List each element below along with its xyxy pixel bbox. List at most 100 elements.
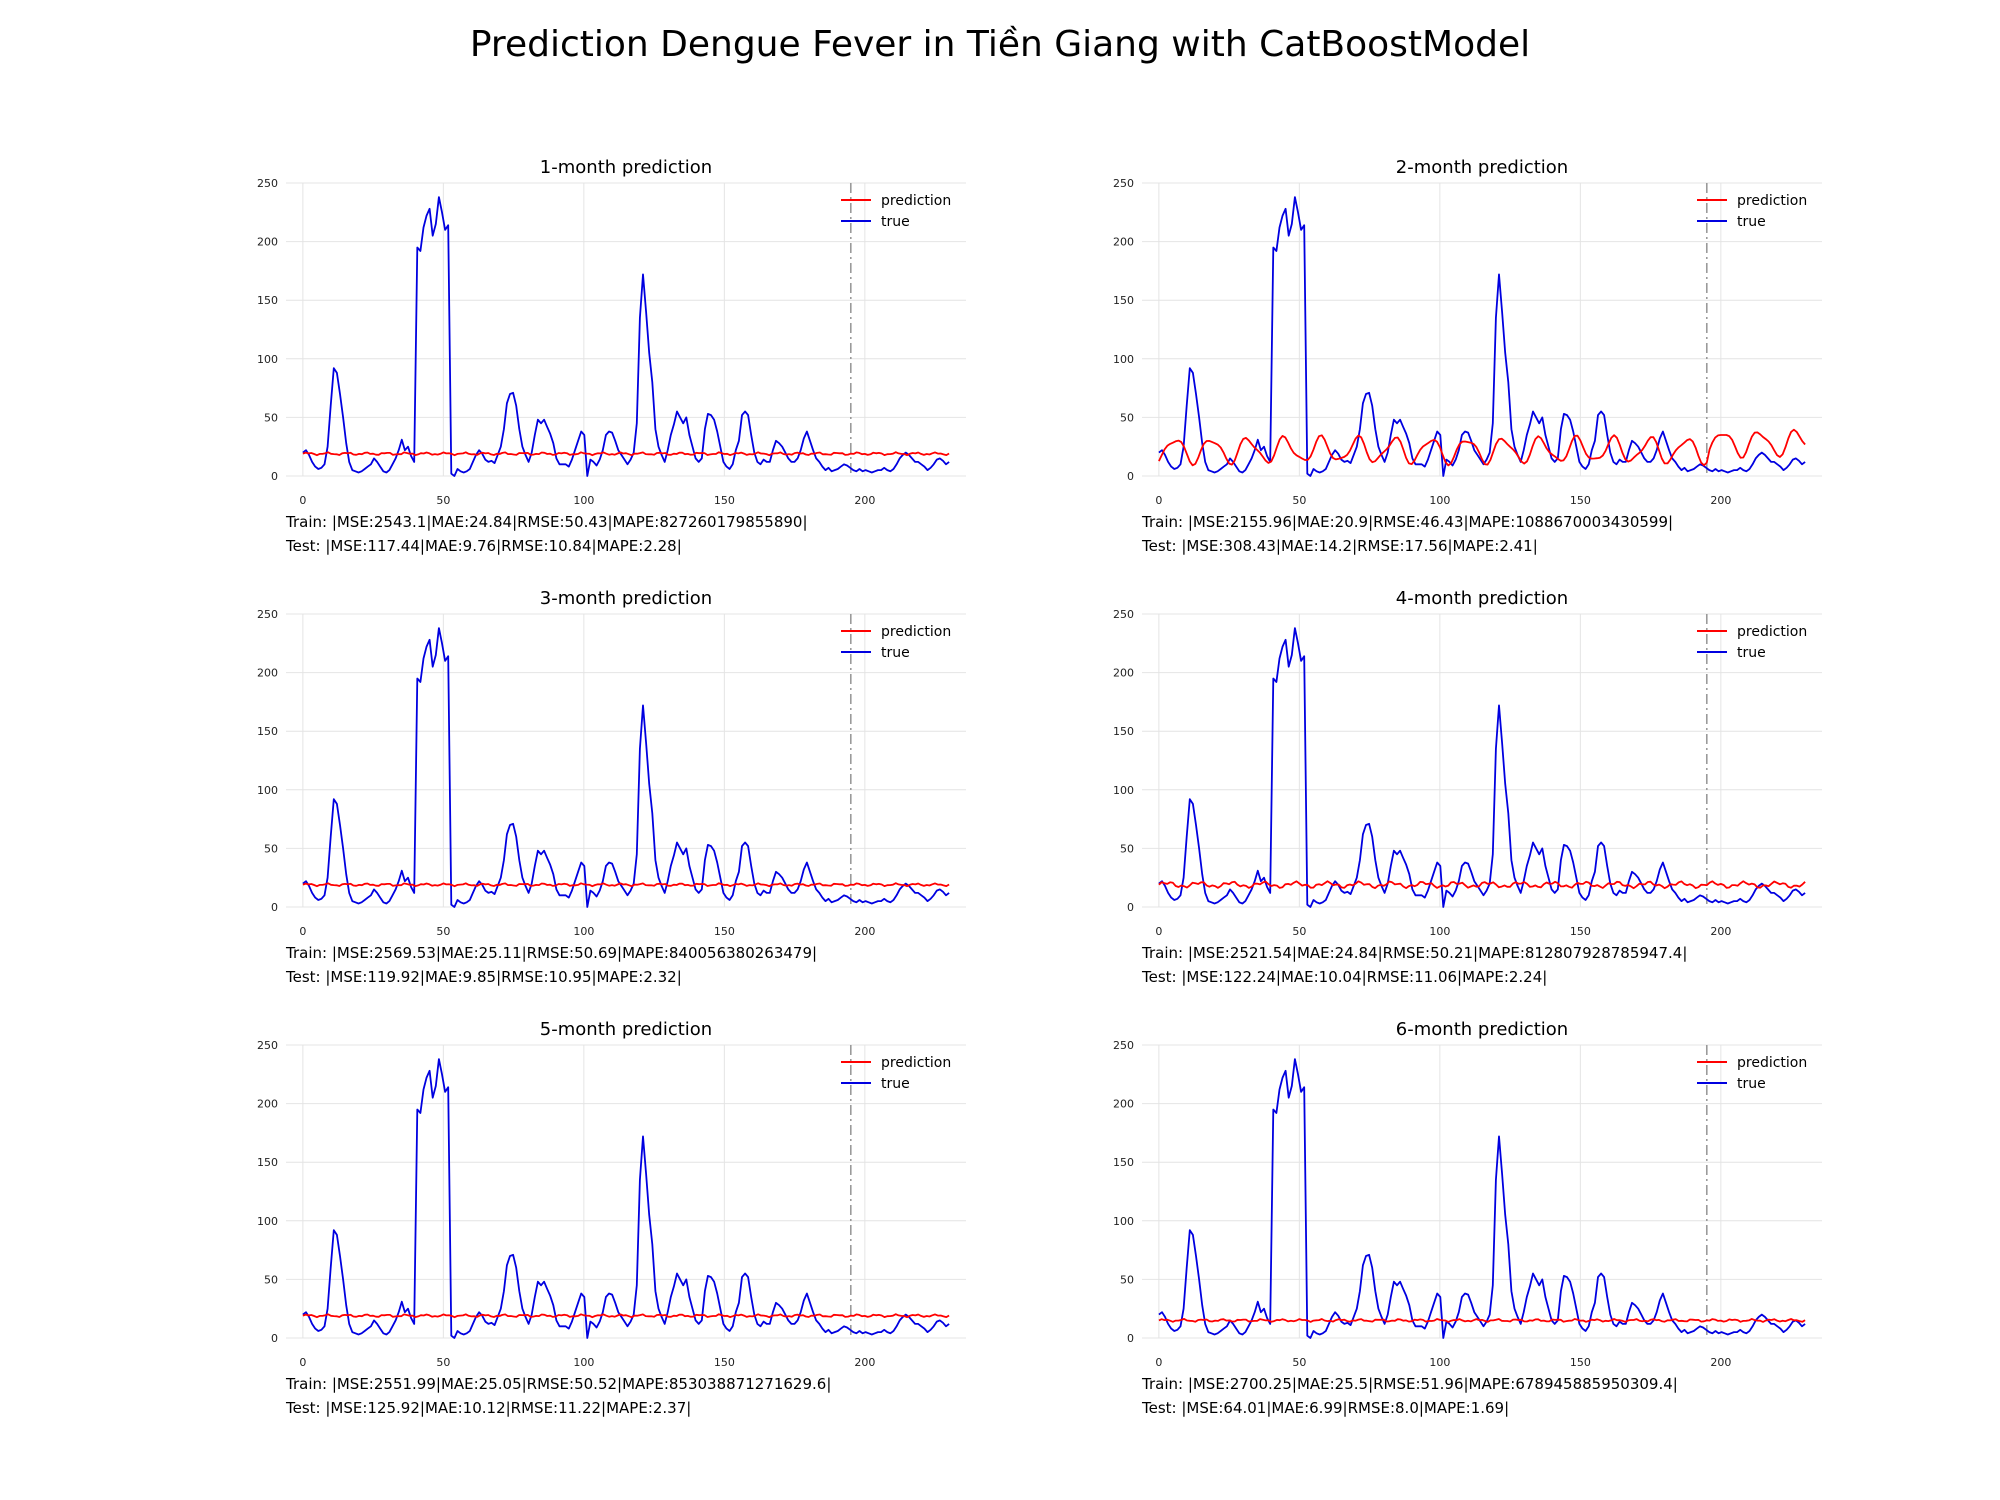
legend-label: prediction	[1737, 193, 1807, 209]
legend-label: true	[881, 214, 910, 230]
plot-svg: 4-month prediction 0 50 100 150 200 250 0 50 100 1…	[1113, 588, 1822, 938]
y-tick-label: 0	[271, 901, 278, 914]
test-metrics: Test: |MSE:117.44|MAE:9.76|RMSE:10.84|MA…	[286, 537, 682, 555]
legend-label: prediction	[881, 1055, 951, 1071]
x-tick-label: 200	[854, 494, 875, 507]
y-tick-label: 0	[1127, 470, 1134, 483]
y-tick-label: 200	[257, 1098, 278, 1111]
y-tick-label: 100	[257, 784, 278, 797]
x-tick-label: 100	[1429, 925, 1450, 938]
legend: prediction true	[1697, 624, 1807, 661]
x-tick-label: 0	[1155, 925, 1162, 938]
y-tick-label: 150	[257, 725, 278, 738]
x-tick-label: 150	[1570, 494, 1591, 507]
subplot-4: 4-month prediction 0 50 100 150 200 250 0 50 100 1…	[1072, 584, 1832, 994]
legend: prediction true	[841, 624, 951, 661]
legend: prediction true	[841, 1055, 951, 1092]
y-tick-label: 250	[257, 608, 278, 621]
y-tick-label: 50	[1120, 1273, 1134, 1286]
y-tick-label: 150	[257, 1156, 278, 1169]
y-tick-label: 200	[1113, 1098, 1134, 1111]
x-tick-label: 0	[1155, 494, 1162, 507]
y-tick-label: 150	[1113, 725, 1134, 738]
y-tick-label: 150	[1113, 294, 1134, 307]
prediction-series-line	[1158, 880, 1806, 890]
legend-label: true	[1737, 1076, 1766, 1092]
y-tick-label: 50	[1120, 411, 1134, 424]
y-tick-label: 250	[257, 177, 278, 190]
x-tick-label: 150	[714, 1356, 735, 1369]
legend-label: true	[1737, 214, 1766, 230]
x-tick-label: 0	[1155, 1356, 1162, 1369]
y-tick-label: 100	[257, 1215, 278, 1228]
subplot-title: 2-month prediction	[1396, 157, 1568, 178]
true-series-line	[1158, 627, 1806, 908]
y-tick-label: 150	[1113, 1156, 1134, 1169]
test-metrics: Test: |MSE:64.01|MAE:6.99|RMSE:8.0|MAPE:…	[1142, 1399, 1510, 1417]
subplot-title: 4-month prediction	[1396, 588, 1568, 609]
legend: prediction true	[841, 193, 951, 230]
legend-label: prediction	[1737, 1055, 1807, 1071]
x-tick-label: 150	[1570, 1356, 1591, 1369]
plot-svg: 2-month prediction 0 50 100 150 200 250 0 50 100 1…	[1113, 157, 1822, 507]
y-tick-label: 50	[264, 1273, 278, 1286]
y-tick-label: 50	[264, 842, 278, 855]
x-tick-label: 50	[1292, 1356, 1306, 1369]
legend-label: true	[881, 645, 910, 661]
x-tick-label: 100	[573, 925, 594, 938]
subplot-6: 6-month prediction 0 50 100 150 200 250 0 50 100 1…	[1072, 1015, 1832, 1425]
x-tick-label: 100	[573, 494, 594, 507]
y-tick-label: 250	[1113, 608, 1134, 621]
plot-svg: 1-month prediction 0 50 100 150 200 250 0 50 100 1…	[257, 157, 966, 507]
y-tick-label: 50	[1120, 842, 1134, 855]
legend-label: prediction	[881, 624, 951, 640]
legend-label: true	[1737, 645, 1766, 661]
x-tick-label: 0	[299, 494, 306, 507]
x-tick-label: 150	[714, 494, 735, 507]
train-metrics: Train: |MSE:2569.53|MAE:25.11|RMSE:50.69…	[286, 944, 818, 962]
x-tick-label: 50	[1292, 925, 1306, 938]
y-tick-label: 250	[1113, 177, 1134, 190]
test-metrics: Test: |MSE:122.24|MAE:10.04|RMSE:11.06|M…	[1142, 968, 1548, 986]
test-metrics: Test: |MSE:125.92|MAE:10.12|RMSE:11.22|M…	[286, 1399, 692, 1417]
y-tick-label: 50	[264, 411, 278, 424]
y-tick-label: 250	[257, 1039, 278, 1052]
y-tick-label: 100	[1113, 1215, 1134, 1228]
y-tick-label: 0	[271, 1332, 278, 1345]
legend-label: prediction	[881, 193, 951, 209]
train-metrics: Train: |MSE:2521.54|MAE:24.84|RMSE:50.21…	[1142, 944, 1688, 962]
x-tick-label: 0	[299, 1356, 306, 1369]
x-tick-label: 100	[1429, 1356, 1450, 1369]
x-tick-label: 50	[436, 494, 450, 507]
y-tick-label: 200	[1113, 667, 1134, 680]
chart-title: Prediction Dengue Fever in Tiền Giang wi…	[469, 24, 1531, 65]
plot-svg: 3-month prediction 0 50 100 150 200 250 0 50 100 1…	[257, 588, 966, 938]
legend: prediction true	[1697, 193, 1807, 230]
subplot-5: 5-month prediction 0 50 100 150 200 250 0 50 100 1…	[216, 1015, 976, 1425]
plot-svg: 5-month prediction 0 50 100 150 200 250 0 50 100 1…	[257, 1019, 966, 1369]
true-series-line	[302, 1058, 950, 1339]
y-tick-label: 100	[257, 353, 278, 366]
y-tick-label: 0	[271, 470, 278, 483]
true-series-line	[302, 196, 950, 477]
x-tick-label: 200	[854, 1356, 875, 1369]
true-series-line	[1158, 196, 1806, 477]
train-metrics: Train: |MSE:2543.1|MAE:24.84|RMSE:50.43|…	[286, 513, 808, 531]
legend: prediction true	[1697, 1055, 1807, 1092]
x-tick-label: 150	[1570, 925, 1591, 938]
plot-svg: 6-month prediction 0 50 100 150 200 250 0 50 100 1…	[1113, 1019, 1822, 1369]
y-tick-label: 200	[1113, 236, 1134, 249]
subplot-1: 1-month prediction 0 50 100 150 200 250 0 50 100 1…	[216, 153, 976, 563]
y-tick-label: 200	[257, 667, 278, 680]
legend-label: prediction	[1737, 624, 1807, 640]
y-tick-label: 100	[1113, 784, 1134, 797]
y-tick-label: 0	[1127, 901, 1134, 914]
x-tick-label: 200	[1710, 925, 1731, 938]
prediction-series-line	[1158, 1317, 1806, 1323]
train-metrics: Train: |MSE:2551.99|MAE:25.05|RMSE:50.52…	[286, 1375, 832, 1393]
legend-label: true	[881, 1076, 910, 1092]
x-tick-label: 150	[714, 925, 735, 938]
subplot-title: 5-month prediction	[540, 1019, 712, 1040]
true-series-line	[302, 627, 950, 908]
y-tick-label: 150	[257, 294, 278, 307]
